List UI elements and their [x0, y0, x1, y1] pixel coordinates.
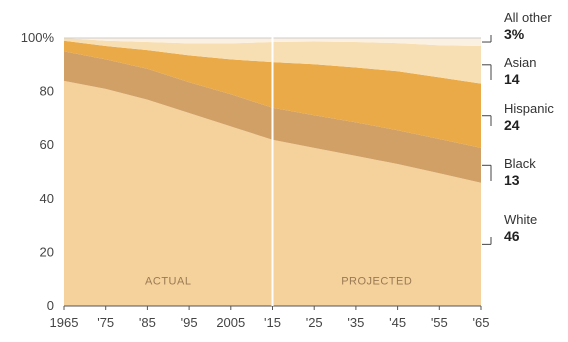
- x-tick-label: '25: [306, 315, 323, 330]
- series-label-hispanic: Hispanic: [504, 101, 554, 116]
- x-tick-label: '85: [139, 315, 156, 330]
- y-tick-label: 40: [40, 191, 54, 206]
- region-label-projected: PROJECTED: [341, 276, 412, 288]
- series-label-white: White: [504, 212, 537, 227]
- region-label-actual: ACTUAL: [145, 276, 191, 288]
- y-tick-label: 20: [40, 244, 54, 259]
- x-tick-label: '45: [389, 315, 406, 330]
- y-tick-label: 80: [40, 84, 54, 99]
- x-tick-label: '15: [264, 315, 281, 330]
- series-value-hispanic: 24: [504, 117, 520, 133]
- y-tick-label: 60: [40, 137, 54, 152]
- x-tick-label: '65: [473, 315, 490, 330]
- region-labels: ACTUAL PROJECTED: [145, 276, 412, 288]
- x-axis: 1965 '75 '85 '95 2005 '15 '25 '35 '45 '55 '65: [50, 306, 490, 330]
- series-label-all-other: All other: [504, 10, 552, 25]
- series-value-all-other: 3%: [504, 26, 525, 42]
- y-axis: 100% 80 60 40 20 0: [21, 30, 55, 313]
- x-tick-label: '55: [431, 315, 448, 330]
- x-tick-label: 2005: [216, 315, 245, 330]
- y-tick-label: 100%: [21, 30, 55, 45]
- series-label-black: Black: [504, 156, 536, 171]
- x-tick-label: 1965: [50, 315, 79, 330]
- y-tick-label: 0: [47, 298, 54, 313]
- series-label-asian: Asian: [504, 55, 537, 70]
- x-tick-label: '75: [97, 315, 114, 330]
- series-value-white: 46: [504, 228, 520, 244]
- x-tick-label: '35: [347, 315, 364, 330]
- series-value-asian: 14: [504, 71, 520, 87]
- series-value-black: 13: [504, 172, 520, 188]
- x-tick-label: '95: [181, 315, 198, 330]
